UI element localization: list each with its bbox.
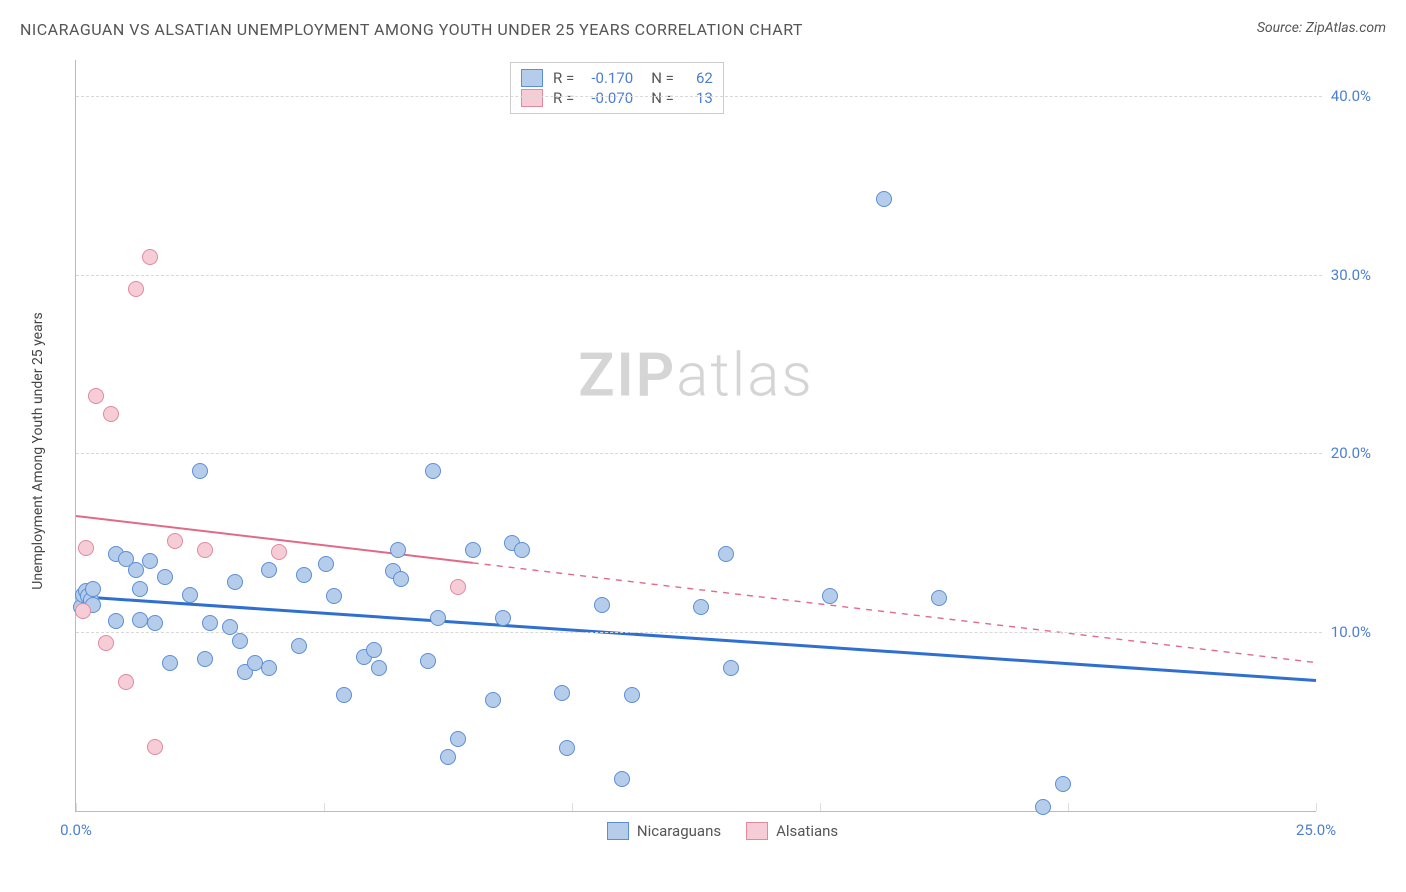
data-point — [98, 635, 114, 651]
title-bar: NICARAGUAN VS ALSATIAN UNEMPLOYMENT AMON… — [20, 20, 1386, 39]
data-point — [271, 544, 287, 560]
data-point — [366, 642, 382, 658]
data-point — [118, 674, 134, 690]
data-point — [222, 619, 238, 635]
grid-line-h — [76, 453, 1322, 454]
data-point — [430, 610, 446, 626]
legend-swatch — [746, 822, 768, 840]
legend-swatch — [607, 822, 629, 840]
data-point — [142, 249, 158, 265]
data-point — [594, 597, 610, 613]
y-axis-label: Unemployment Among Youth under 25 years — [30, 312, 46, 589]
legend-top-row: R = -0.070 N = 13 — [521, 89, 713, 107]
legend-r-value: -0.170 — [583, 69, 633, 87]
data-point — [197, 651, 213, 667]
data-point — [495, 610, 511, 626]
legend-n-label: N = — [651, 69, 674, 87]
legend-n-value: 13 — [683, 89, 713, 107]
data-point — [142, 553, 158, 569]
scatter-plot: ZIPatlas R =-0.170N =62R =-0.070N =13 10… — [75, 60, 1316, 812]
legend-n-value: 62 — [683, 69, 713, 87]
x-tick — [820, 803, 821, 811]
grid-line-h — [76, 96, 1322, 97]
data-point — [147, 739, 163, 755]
y-tick-label: 10.0% — [1331, 623, 1371, 641]
plot-area: Unemployment Among Youth under 25 years … — [50, 60, 1376, 842]
data-point — [78, 540, 94, 556]
data-point — [128, 562, 144, 578]
data-point — [157, 569, 173, 585]
data-point — [247, 655, 263, 671]
data-point — [197, 542, 213, 558]
data-point — [88, 388, 104, 404]
data-point — [485, 692, 501, 708]
chart-title: NICARAGUAN VS ALSATIAN UNEMPLOYMENT AMON… — [20, 20, 803, 39]
data-point — [723, 660, 739, 676]
y-tick-label: 30.0% — [1331, 266, 1371, 284]
x-tick-label: 25.0% — [1296, 821, 1336, 839]
legend-n-label: N = — [651, 89, 674, 107]
legend-bottom-item: Nicaraguans — [607, 822, 721, 840]
data-point — [420, 653, 436, 669]
data-point — [103, 406, 119, 422]
series-legend: Nicaraguans Alsatians — [607, 822, 838, 840]
data-point — [554, 685, 570, 701]
legend-swatch — [521, 69, 543, 87]
x-tick-label: 0.0% — [60, 821, 92, 839]
x-tick — [1068, 803, 1069, 811]
data-point — [261, 562, 277, 578]
data-point — [182, 587, 198, 603]
legend-top-row: R = -0.170 N = 62 — [521, 69, 713, 87]
legend-r-label: R = — [553, 69, 574, 87]
x-tick — [572, 803, 573, 811]
trend-lines — [76, 60, 1316, 811]
grid-line-h — [76, 275, 1322, 276]
data-point — [227, 574, 243, 590]
legend-series-name: Nicaraguans — [637, 822, 721, 840]
data-point — [128, 281, 144, 297]
y-tick-label: 40.0% — [1331, 87, 1371, 105]
legend-bottom-item: Alsatians — [746, 822, 838, 840]
data-point — [614, 771, 630, 787]
data-point — [718, 546, 734, 562]
legend-r-value: -0.070 — [583, 89, 633, 107]
correlation-legend: R = -0.170 N = 62 R = -0.070 N = 13 — [510, 62, 724, 114]
data-point — [624, 687, 640, 703]
data-point — [393, 571, 409, 587]
x-tick — [324, 803, 325, 811]
legend-swatch — [521, 89, 543, 107]
source-label: Source: ZipAtlas.com — [1257, 20, 1386, 36]
y-tick-label: 20.0% — [1331, 444, 1371, 462]
legend-r-label: R = — [553, 89, 574, 107]
data-point — [371, 660, 387, 676]
data-point — [465, 542, 481, 558]
data-point — [336, 687, 352, 703]
data-point — [693, 599, 709, 615]
data-point — [232, 633, 248, 649]
data-point — [162, 655, 178, 671]
legend-series-name: Alsatians — [776, 822, 838, 840]
x-tick — [1316, 803, 1317, 811]
grid-line-h — [76, 632, 1322, 633]
x-tick — [76, 803, 77, 811]
data-point — [1035, 799, 1051, 815]
